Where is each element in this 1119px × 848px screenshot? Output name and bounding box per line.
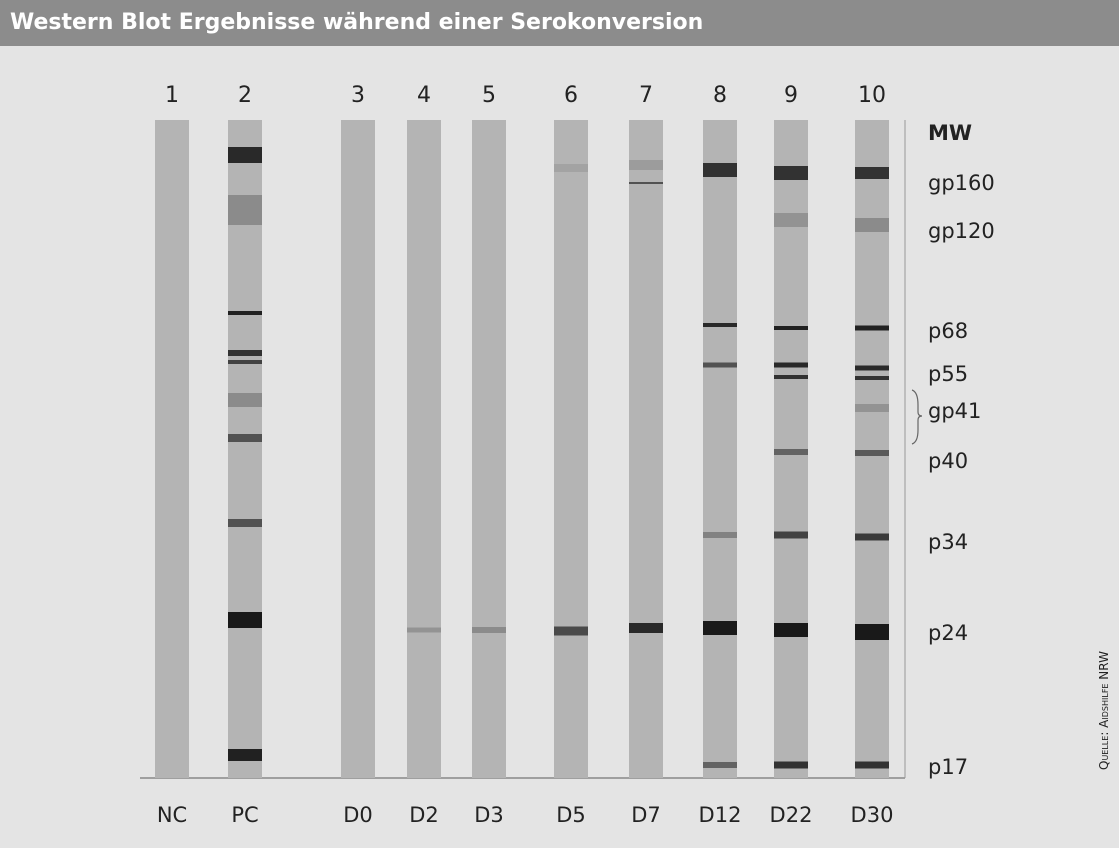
lane-number: 2 [238,83,252,108]
lane-number: 3 [351,83,365,108]
band [228,195,262,225]
band [703,163,737,177]
marker-label: gp41 [928,399,981,423]
lane-strip [472,120,506,778]
band [228,749,262,761]
lane-number: 9 [784,83,798,108]
band [774,213,808,227]
lane-label: D7 [631,803,661,827]
band [855,404,889,412]
band [629,623,663,633]
band [228,519,262,527]
lane-strip [341,120,375,778]
band [855,376,889,380]
band [554,164,588,172]
band [629,182,663,184]
band [855,450,889,456]
band [228,350,262,356]
marker-label: p24 [928,621,968,645]
band [228,147,262,163]
bracket [911,389,923,445]
band [855,624,889,640]
band [554,626,588,636]
lane-number: 8 [713,83,727,108]
band [774,531,808,539]
lane-strip [703,120,737,778]
band [228,612,262,628]
lane-number: 6 [564,83,578,108]
band [855,325,889,331]
marker-label: gp120 [928,219,995,243]
band [855,761,889,769]
band [703,532,737,538]
band [228,311,262,315]
marker-label: MW [928,121,972,145]
band [774,326,808,330]
marker-label: p17 [928,755,968,779]
lane-number: 10 [858,83,886,108]
band [774,761,808,769]
band [228,434,262,442]
lane-label: PC [231,803,258,827]
header: Western Blot Ergebnisse während einer Se… [0,0,1119,46]
band [228,360,262,364]
band [774,166,808,180]
marker-label: p34 [928,530,968,554]
lane-strip [554,120,588,778]
band [407,627,441,633]
lane-label: D5 [556,803,586,827]
lane-number: 4 [417,83,431,108]
title: Western Blot Ergebnisse während einer Se… [10,10,704,35]
lane-strip [855,120,889,778]
band [855,218,889,232]
lane-number: 5 [482,83,496,108]
marker-label: p68 [928,319,968,343]
lane-strip [228,120,262,778]
lane-label: D12 [699,803,742,827]
source: Quelle: Aidshilfe NRW [1097,651,1111,770]
band [855,167,889,179]
band [228,393,262,407]
band [774,449,808,455]
band [774,623,808,637]
band [774,375,808,379]
marker-label: p40 [928,449,968,473]
lane-label: D3 [474,803,504,827]
lane-label: D30 [851,803,894,827]
lane-number: 7 [639,83,653,108]
marker-label: gp160 [928,171,995,195]
lane-label: D2 [409,803,439,827]
lane-number: 1 [165,83,179,108]
lane-strip [155,120,189,778]
band [855,365,889,371]
band [855,533,889,541]
band [629,160,663,170]
band [703,621,737,635]
band [774,362,808,368]
lane-label: D22 [770,803,813,827]
lane-strip [407,120,441,778]
band [472,627,506,633]
lane-strip [629,120,663,778]
band [703,323,737,327]
lane-label: D0 [343,803,373,827]
band [703,762,737,768]
marker-label: p55 [928,362,968,386]
lane-label: NC [157,803,187,827]
band [703,362,737,368]
